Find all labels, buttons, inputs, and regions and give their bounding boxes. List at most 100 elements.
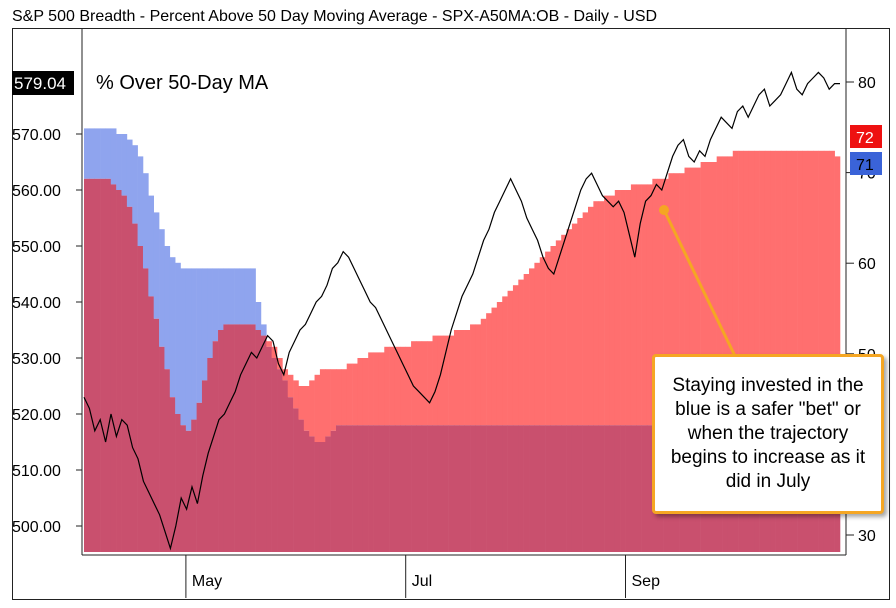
breadth-bar-overlap (614, 425, 621, 552)
breadth-bar-upper (89, 128, 96, 179)
breadth-bar-upper (813, 150, 819, 426)
breadth-bar-upper (121, 134, 128, 196)
breadth-bar-upper (668, 173, 675, 426)
breadth-bar-upper (325, 369, 331, 437)
breadth-bar-upper (277, 358, 283, 370)
breadth-bar-upper (620, 190, 626, 426)
breadth-bar-overlap (362, 425, 369, 552)
breadth-bar-upper (609, 195, 616, 426)
breadth-bar-upper (732, 150, 739, 426)
breadth-bar-upper (614, 190, 621, 426)
breadth-bar-overlap (185, 430, 192, 552)
breadth-bar-overlap (196, 402, 203, 552)
breadth-bar-upper (518, 279, 524, 426)
breadth-bar-overlap (604, 425, 610, 552)
breadth-bar-overlap (352, 425, 358, 552)
breadth-bar-upper (228, 268, 235, 325)
breadth-bar-upper (657, 178, 664, 426)
breadth-bar-overlap (577, 425, 583, 552)
breadth-bar-upper (100, 128, 106, 179)
breadth-bar-upper (132, 145, 138, 224)
right-tick-label: 60 (858, 256, 876, 273)
breadth-bar-overlap (250, 324, 256, 552)
price-line (83, 70, 840, 551)
breadth-bar-overlap (630, 425, 637, 552)
breadth-bar-upper (282, 369, 289, 381)
breadth-bar-upper (673, 173, 680, 426)
breadth-bar-overlap (271, 358, 278, 552)
left-tick-label: 560.00 (12, 183, 61, 200)
breadth-bar-upper (373, 352, 380, 426)
breadth-bar-upper (459, 330, 465, 426)
breadth-bar-overlap (620, 425, 626, 552)
breadth-bar-upper (695, 167, 701, 426)
breadth-bar-upper (287, 374, 294, 398)
blue-value-badge-bg (850, 152, 882, 175)
breadth-bar-overlap (293, 408, 299, 552)
breadth-bar-upper (142, 173, 149, 269)
breadth-bar-upper (646, 184, 653, 426)
breadth-bar-upper (566, 229, 573, 426)
breadth-bar-upper (201, 268, 208, 381)
breadth-bar-upper (84, 128, 90, 179)
breadth-bar-upper (207, 268, 213, 358)
breadth-bar-upper (797, 150, 803, 426)
breadth-bar-upper (534, 262, 541, 426)
breadth-bar-upper (679, 173, 685, 426)
price-layer (83, 70, 840, 551)
breadth-bar-upper (191, 268, 197, 420)
breadth-bar-upper (571, 223, 578, 426)
chart-frame (12, 28, 890, 600)
breadth-bar-upper (234, 268, 240, 325)
breadth-bar-upper (593, 201, 600, 426)
annotation-callout: Staying invested in the blue is a safer … (652, 354, 884, 514)
breadth-bar-upper (239, 268, 246, 325)
breadth-bar-overlap (641, 425, 648, 552)
breadth-bar-upper (164, 246, 171, 370)
breadth-bar-overlap (287, 397, 294, 552)
breadth-bar-upper (588, 206, 594, 426)
breadth-bar-overlap (646, 425, 653, 552)
breadth-bar-upper (652, 178, 658, 426)
breadth-bar-overlap (566, 425, 573, 552)
breadth-bar-upper (491, 307, 498, 426)
breadth-bar-overlap (539, 425, 546, 552)
chart-title: S&P 500 Breadth - Percent Above 50 Day M… (12, 8, 658, 25)
breadth-bar-upper (260, 324, 267, 336)
breadth-bar-upper (507, 290, 514, 426)
breadth-bar-upper (764, 150, 771, 426)
breadth-bar-upper (266, 341, 272, 347)
breadth-bar-upper (636, 184, 642, 426)
breadth-bar-upper (362, 358, 369, 426)
breadth-bar-upper (421, 341, 428, 426)
breadth-bar-overlap (411, 425, 417, 552)
breadth-bar-upper (722, 156, 728, 426)
breadth-bar-upper (775, 150, 782, 426)
breadth-bar-upper (716, 156, 723, 426)
breadth-bar-upper (352, 363, 358, 426)
breadth-bar-upper (555, 240, 562, 426)
breadth-bar-overlap (341, 425, 348, 552)
breadth-bar-upper (512, 285, 519, 426)
breadth-bar-overlap (588, 425, 594, 552)
breadth-bar-upper (448, 335, 455, 426)
breadth-bar-upper (545, 251, 551, 426)
breadth-bar-overlap (496, 425, 503, 552)
breadth-bar-overlap (100, 178, 106, 553)
callout-pointer (662, 209, 737, 357)
breadth-bar-overlap (336, 425, 342, 552)
breadth-bar-overlap (400, 425, 406, 552)
breadth-bar-overlap (480, 425, 487, 552)
breadth-bar-upper (759, 150, 766, 426)
breadth-bar-overlap (212, 341, 219, 552)
callout-text: Staying invested in the blue is a safer … (670, 375, 866, 492)
breadth-bar-upper (218, 268, 224, 330)
breadth-bar-overlap (416, 425, 423, 552)
breadth-bar-overlap (555, 425, 562, 552)
breadth-bar-overlap (282, 380, 289, 552)
breadth-bar-upper (464, 330, 471, 426)
breadth-bar-upper (523, 274, 530, 426)
breadth-bar-upper (711, 162, 717, 426)
breadth-bar-overlap (325, 436, 331, 552)
breadth-bar-overlap (314, 442, 321, 552)
